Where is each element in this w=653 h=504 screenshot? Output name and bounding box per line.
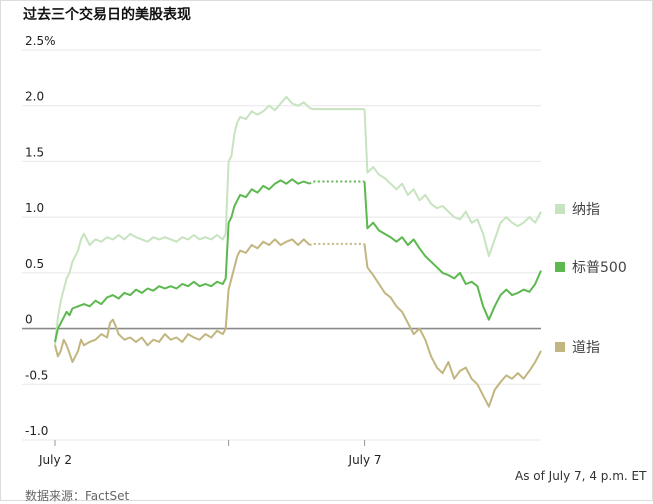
y-tick-label: 2.0 [25, 90, 44, 104]
y-axis-ticks: 2.5% 2.0 1.5 1.0 0.5 0 -0.5 -1.0 [25, 34, 56, 438]
series-line-2 [54, 238, 311, 363]
y-tick-label: 0 [25, 313, 33, 327]
y-tick-label: 1.0 [25, 201, 44, 215]
series-gap-1 [308, 180, 365, 185]
series-lines [54, 95, 542, 408]
legend-swatch [555, 204, 565, 214]
series-line-1-after [363, 181, 542, 321]
x-axis: July 2 July 7 [38, 440, 382, 467]
y-tick-label: 1.5 [25, 145, 44, 159]
timestamp-note: As of July 7, 4 p.m. ET [515, 469, 647, 483]
series-gap-0 [309, 106, 365, 111]
legend-label: 道指 [572, 340, 600, 356]
y-tick-label: -0.5 [25, 368, 48, 382]
x-tick-label: July 7 [348, 453, 382, 467]
source-note: 数据来源：FactSet [25, 489, 130, 503]
series-line-0 [54, 95, 311, 346]
chart-title: 过去三个交易日的美股表现 [23, 7, 191, 23]
series-line-1 [54, 178, 310, 343]
series-gap-2 [309, 242, 365, 246]
legend-label: 标普500 [572, 260, 627, 276]
series-line-0-after [363, 109, 542, 258]
series-line-2-after [363, 243, 542, 408]
y-tick-label: 2.5% [25, 34, 56, 48]
x-tick-label: July 2 [38, 453, 72, 467]
legend-swatch [555, 342, 565, 352]
legend-swatch [555, 262, 565, 272]
legend-label: 纳指 [572, 202, 600, 218]
y-tick-label: 0.5 [25, 257, 44, 271]
gridlines [22, 49, 541, 441]
y-tick-label: -1.0 [25, 424, 48, 438]
